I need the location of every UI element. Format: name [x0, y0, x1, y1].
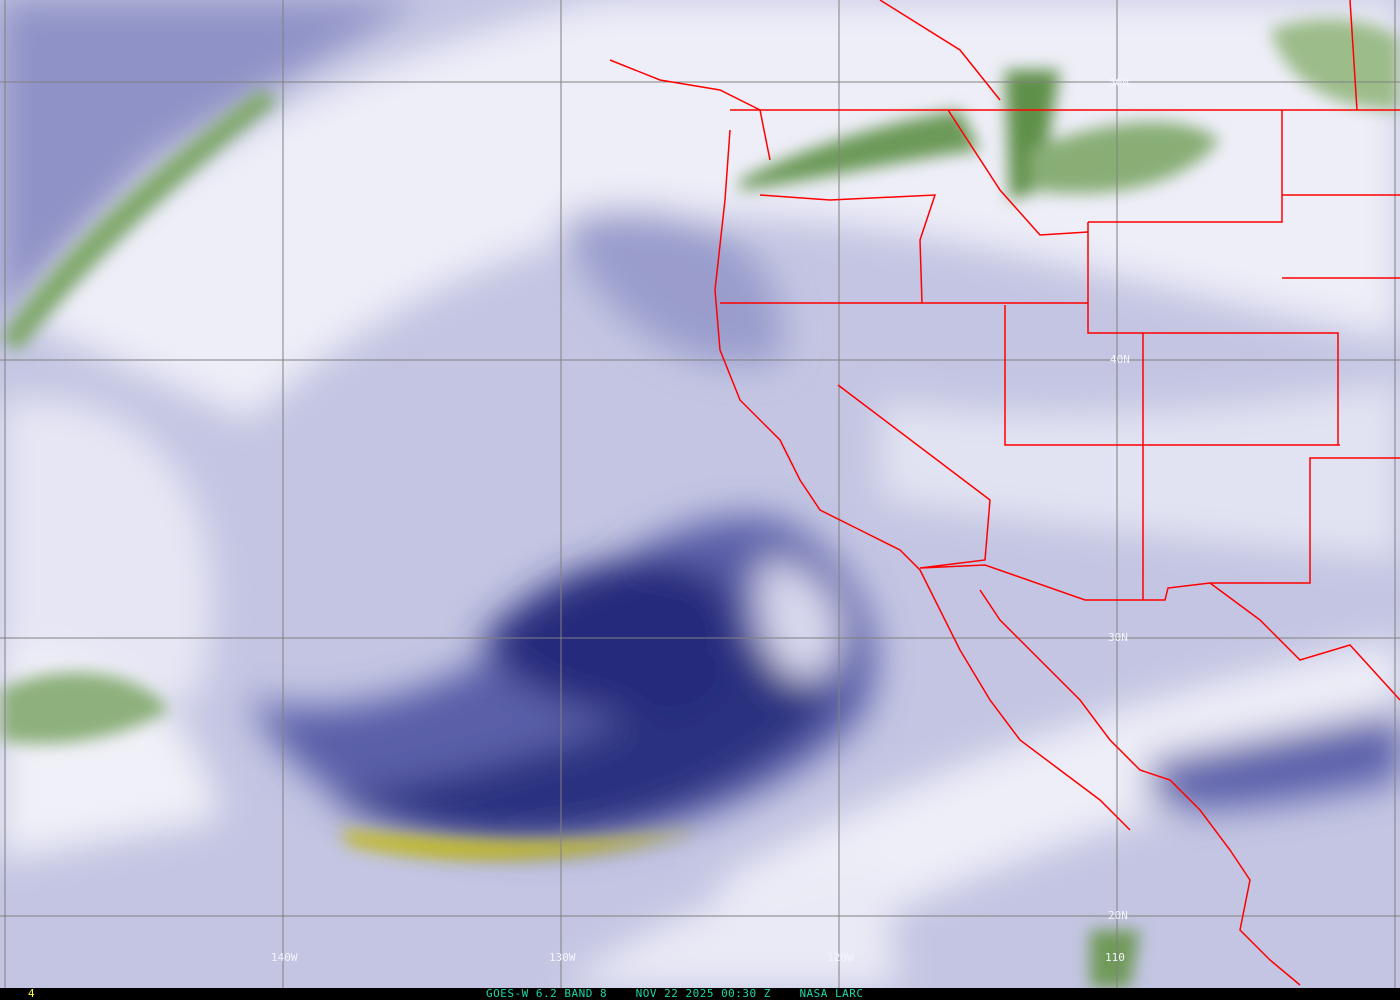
satellite-band: GOES-W 6.2 BAND 8 — [486, 987, 608, 1000]
frame-number: 4 — [28, 987, 35, 1000]
lon-label-130w: 130W — [549, 951, 576, 964]
lon-label-120w: 120W — [827, 951, 854, 964]
political-borders — [609, 0, 1400, 986]
lat-label-40n: 40N — [1110, 353, 1130, 366]
cloud-tops — [0, 19, 1400, 988]
caption-bar: 4 GOES-W 6.2 BAND 8 NOV 22 2025 00:30 Z … — [0, 988, 1400, 1000]
image-source: NASA LARC — [799, 987, 864, 1000]
image-datetime: NOV 22 2025 00:30 Z — [635, 987, 771, 1000]
lon-label-140w: 140W — [271, 951, 298, 964]
grid-labels: 50N 40N 30N 20N 140W 130W 120W 110 — [271, 76, 1130, 964]
lat-label-30n: 30N — [1108, 631, 1128, 644]
lat-label-20n: 20N — [1108, 909, 1128, 922]
lon-label-110: 110 — [1105, 951, 1125, 964]
caption-text: GOES-W 6.2 BAND 8 NOV 22 2025 00:30 Z NA… — [486, 988, 864, 1000]
lat-label-50n: 50N — [1109, 76, 1129, 89]
